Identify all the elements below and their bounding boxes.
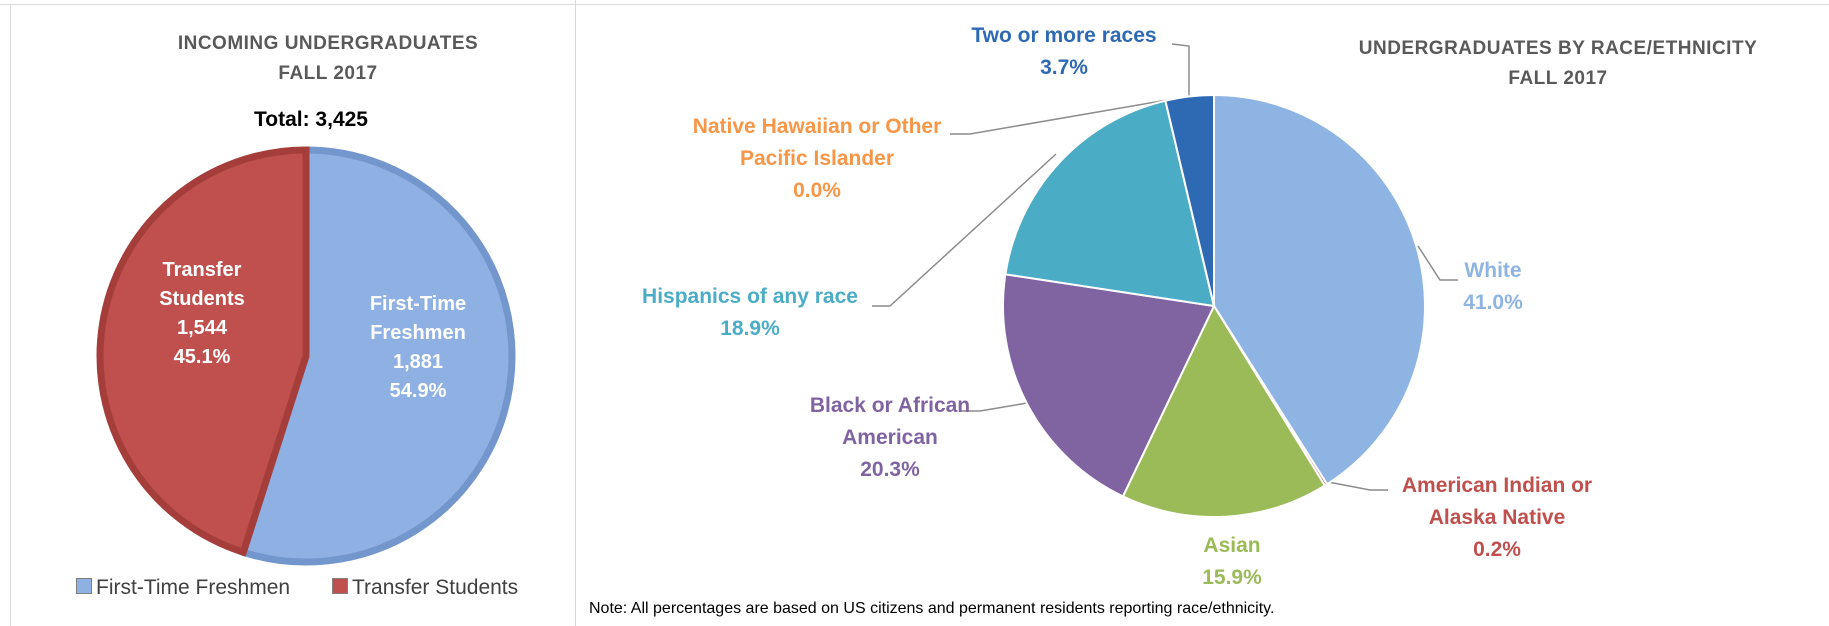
percent-label: 15.9%	[1202, 566, 1262, 589]
leader-line	[1171, 43, 1190, 96]
percent-label: 0.2%	[1473, 538, 1521, 561]
leader-line	[1322, 480, 1388, 491]
legend-label: Transfer Students	[352, 576, 519, 599]
top-border	[0, 4, 1829, 5]
title-line: INCOMING UNDERGRADUATES	[177, 33, 479, 54]
title-line: FALL 2017	[278, 63, 378, 84]
panel-divider	[575, 0, 576, 626]
category-name: Hispanics of any race	[642, 285, 858, 308]
legend-swatch	[332, 578, 348, 594]
percent-label: 54.9%	[389, 380, 447, 402]
percent-label: 3.7%	[1040, 56, 1088, 79]
leader-lines	[872, 43, 1458, 491]
slice-label: Asian 15.9%	[1172, 530, 1292, 594]
percent-label: 18.9%	[720, 317, 780, 340]
category-name: American Indian or Alaska Native	[1401, 474, 1593, 529]
category-name: Black or African American	[809, 394, 971, 449]
slice-label: Hispanics of any race 18.9%	[620, 281, 880, 345]
slice-label: Transfer Students 1,544 45.1%	[137, 256, 267, 372]
slice-label: Native Hawaiian or Other Pacific Islande…	[667, 111, 967, 207]
percent-label: 0.0%	[793, 179, 841, 202]
pie-slice	[96, 146, 310, 557]
pie-slice	[1121, 303, 1327, 518]
pie-slice	[1002, 273, 1216, 498]
legend-item: Transfer Students	[332, 576, 518, 600]
percent-label: 41.0%	[1463, 291, 1523, 314]
slice-label: First-Time Freshmen 1,881 54.9%	[353, 290, 483, 406]
note: Note: All percentages are based on US ci…	[589, 600, 1275, 617]
title-line: UNDERGRADUATES BY RACE/ETHNICITY	[1358, 38, 1758, 59]
slice-label: Black or African American 20.3%	[790, 390, 990, 486]
pie-slice	[1213, 93, 1426, 486]
leader-line	[872, 153, 1057, 307]
slice-label: White 41.0%	[1433, 255, 1553, 319]
category-name: Transfer Students	[159, 259, 245, 310]
count-label: 1,544	[176, 317, 228, 339]
percent-label: 45.1%	[173, 346, 231, 368]
leader-line	[960, 402, 1028, 412]
slice-label: American Indian or Alaska Native 0.2%	[1377, 470, 1617, 566]
pie-slice	[1004, 99, 1216, 308]
category-name: White	[1464, 259, 1522, 282]
percent-label: 20.3%	[860, 458, 920, 481]
slice-label: Two or more races 3.7%	[944, 20, 1184, 84]
legend-label: First-Time Freshmen	[96, 576, 291, 599]
chart-title: UNDERGRADUATES BY RACE/ETHNICITY FALL 201…	[1338, 34, 1778, 94]
pie-slice	[1164, 93, 1215, 307]
pie-slice	[238, 146, 516, 566]
category-name: Asian	[1203, 534, 1261, 557]
title-line: FALL 2017	[1508, 68, 1608, 89]
left-border	[10, 4, 11, 626]
chart-title: INCOMING UNDERGRADUATES FALL 2017	[118, 29, 538, 89]
leader-line	[1417, 245, 1458, 281]
category-name: Two or more races	[971, 24, 1157, 47]
count-label: 1,881	[392, 351, 444, 373]
leader-line	[950, 99, 1168, 135]
legend-swatch	[76, 578, 92, 594]
total-annotation: Total: 3,425	[254, 108, 368, 131]
category-name: Native Hawaiian or Other Pacific Islande…	[692, 115, 942, 170]
legend-item: First-Time Freshmen	[76, 576, 290, 600]
category-name: First-Time Freshmen	[369, 293, 467, 344]
